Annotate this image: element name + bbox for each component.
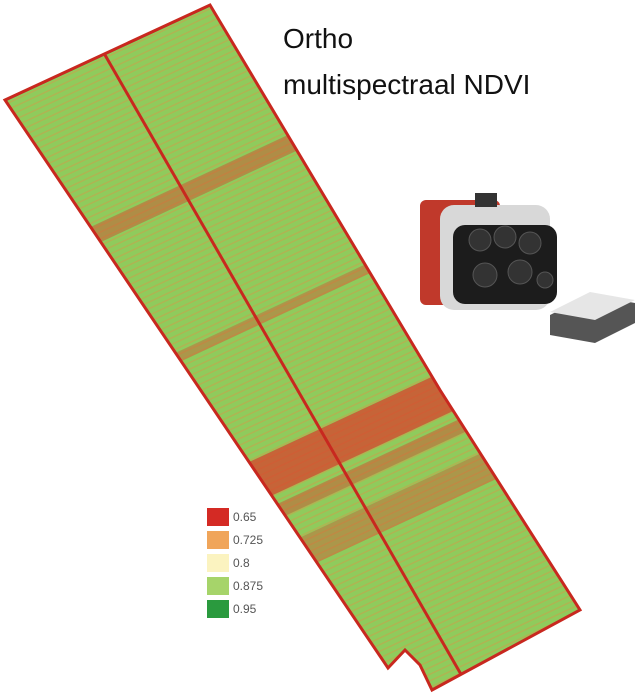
legend-swatch [207, 508, 229, 526]
legend-label: 0.725 [233, 533, 263, 547]
legend-label: 0.8 [233, 556, 250, 570]
legend-swatch [207, 531, 229, 549]
legend-label: 0.875 [233, 579, 263, 593]
legend: 0.65 0.725 0.8 0.875 0.95 [207, 508, 263, 618]
scene: Ortho multispectraal NDVI 0.650.7250.80.… [0, 0, 641, 693]
legend-label: 0.65 [233, 510, 257, 524]
light-sensor [550, 292, 635, 343]
legend-swatch [207, 554, 229, 572]
legend-swatch [207, 577, 229, 595]
title-line: multispectraal NDVI [283, 69, 530, 100]
multispectral-camera [420, 193, 557, 310]
legend-label: 0.95 [233, 602, 257, 616]
ndvi-field [0, 0, 641, 693]
title-line: Ortho [283, 23, 353, 54]
legend-swatch [207, 600, 229, 618]
page: {"title_lines": ["Ortho", "multispectraa… [0, 0, 641, 693]
